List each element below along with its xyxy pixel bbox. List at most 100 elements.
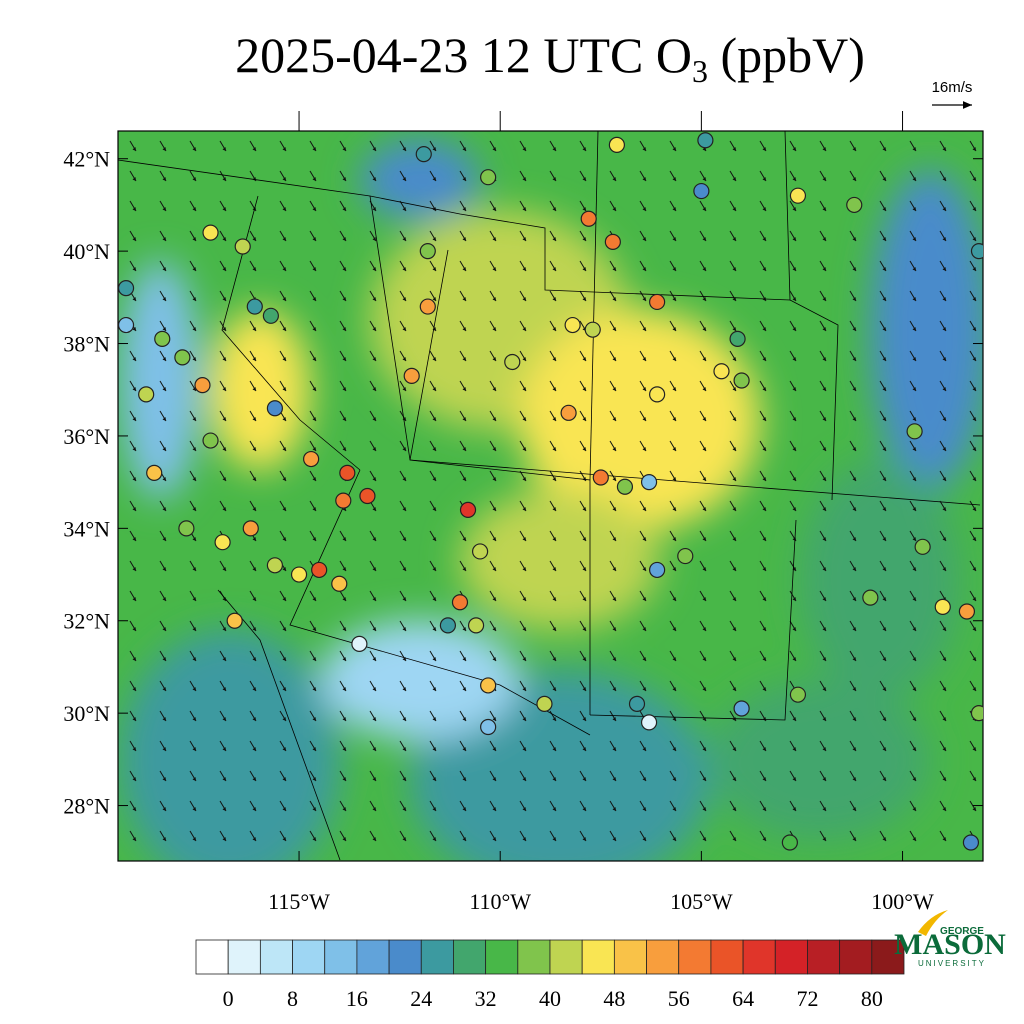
lat-label: 30°N: [63, 701, 110, 726]
station: [480, 677, 497, 694]
station: [789, 686, 807, 703]
map-frame: [117, 130, 984, 862]
station: [604, 233, 621, 250]
lat-label: 38°N: [63, 332, 110, 357]
colorbar-box: [549, 939, 583, 975]
station: [781, 834, 798, 851]
station: [616, 478, 634, 495]
colorbar-box: [774, 939, 808, 975]
colorbar-box: [871, 939, 905, 975]
station: [640, 474, 658, 491]
station: [335, 492, 352, 509]
lat-label: 32°N: [63, 609, 110, 634]
lat-label: 40°N: [63, 239, 110, 264]
station: [194, 377, 211, 394]
station: [580, 210, 597, 227]
station: [459, 501, 477, 518]
colorbar-label: 16: [346, 986, 368, 1011]
colorbar-label: 56: [668, 986, 690, 1011]
station: [290, 566, 308, 583]
station: [584, 321, 601, 338]
colorbar-label: 32: [475, 986, 497, 1011]
logo-name: MASON: [894, 928, 1006, 961]
station: [846, 196, 863, 214]
colorbar-label: 80: [861, 986, 883, 1011]
lon-label: 100°W: [871, 889, 934, 914]
colorbar-label: 40: [539, 986, 561, 1011]
station: [693, 182, 710, 200]
station: [242, 520, 259, 537]
colorbar-box: [742, 939, 776, 975]
station: [331, 575, 348, 592]
station: [560, 404, 577, 421]
field: [118, 131, 983, 861]
lat-label: 34°N: [63, 516, 110, 541]
colorbar-box: [356, 939, 390, 975]
station: [504, 353, 521, 371]
station: [467, 617, 485, 634]
colorbar-box: [227, 939, 261, 975]
station: [118, 279, 135, 297]
station: [733, 700, 750, 717]
station: [419, 298, 436, 315]
colorbar-box: [678, 939, 712, 975]
colorbar-box: [388, 939, 422, 975]
station: [246, 298, 263, 315]
logo-swoosh: [918, 910, 948, 936]
station: [649, 561, 666, 579]
colorbar-box: [420, 939, 454, 975]
station: [862, 589, 879, 606]
station: [178, 520, 195, 537]
colorbar-label: 72: [796, 986, 818, 1011]
logo-top: GEORGE: [940, 926, 984, 937]
station: [138, 386, 155, 403]
colorbar-box: [517, 939, 551, 975]
station: [403, 367, 420, 384]
station: [234, 238, 251, 255]
station: [214, 534, 231, 551]
station: [451, 594, 469, 611]
colorbar-box: [839, 939, 873, 975]
lat-label: 28°N: [63, 794, 110, 819]
colorbar-label: 0: [223, 986, 234, 1011]
colorbar-label: 48: [603, 986, 625, 1011]
station: [697, 132, 714, 149]
station: [419, 243, 436, 260]
colorbar-box: [195, 939, 229, 975]
station: [146, 464, 163, 481]
station: [266, 400, 284, 417]
station: [471, 543, 489, 560]
station: [202, 432, 219, 449]
colorbar-box: [710, 939, 744, 975]
station: [480, 718, 497, 736]
colorbar-box: [259, 939, 293, 975]
station: [415, 146, 432, 163]
station: [970, 243, 983, 260]
station: [628, 695, 646, 713]
station: [439, 617, 457, 634]
colorbar-box: [807, 939, 841, 975]
colorbar-box: [324, 939, 358, 975]
station: [118, 316, 135, 334]
station: [677, 547, 694, 565]
station: [202, 224, 219, 241]
colorbar-box: [485, 939, 519, 975]
station: [906, 423, 923, 440]
stations: [118, 132, 983, 851]
station: [962, 834, 980, 851]
station: [262, 307, 279, 324]
colorbar-box: [453, 939, 487, 975]
lon-label: 105°W: [670, 889, 733, 914]
station: [649, 293, 666, 311]
station: [303, 450, 320, 468]
station: [226, 612, 243, 629]
station: [564, 316, 581, 334]
station: [640, 714, 658, 731]
station: [311, 561, 328, 579]
lon-label: 110°W: [469, 889, 531, 914]
lon-label: 115°W: [268, 889, 330, 914]
lat-label: 36°N: [63, 424, 110, 449]
station: [729, 330, 746, 348]
wind-reference-label: 16m/s: [932, 79, 973, 96]
